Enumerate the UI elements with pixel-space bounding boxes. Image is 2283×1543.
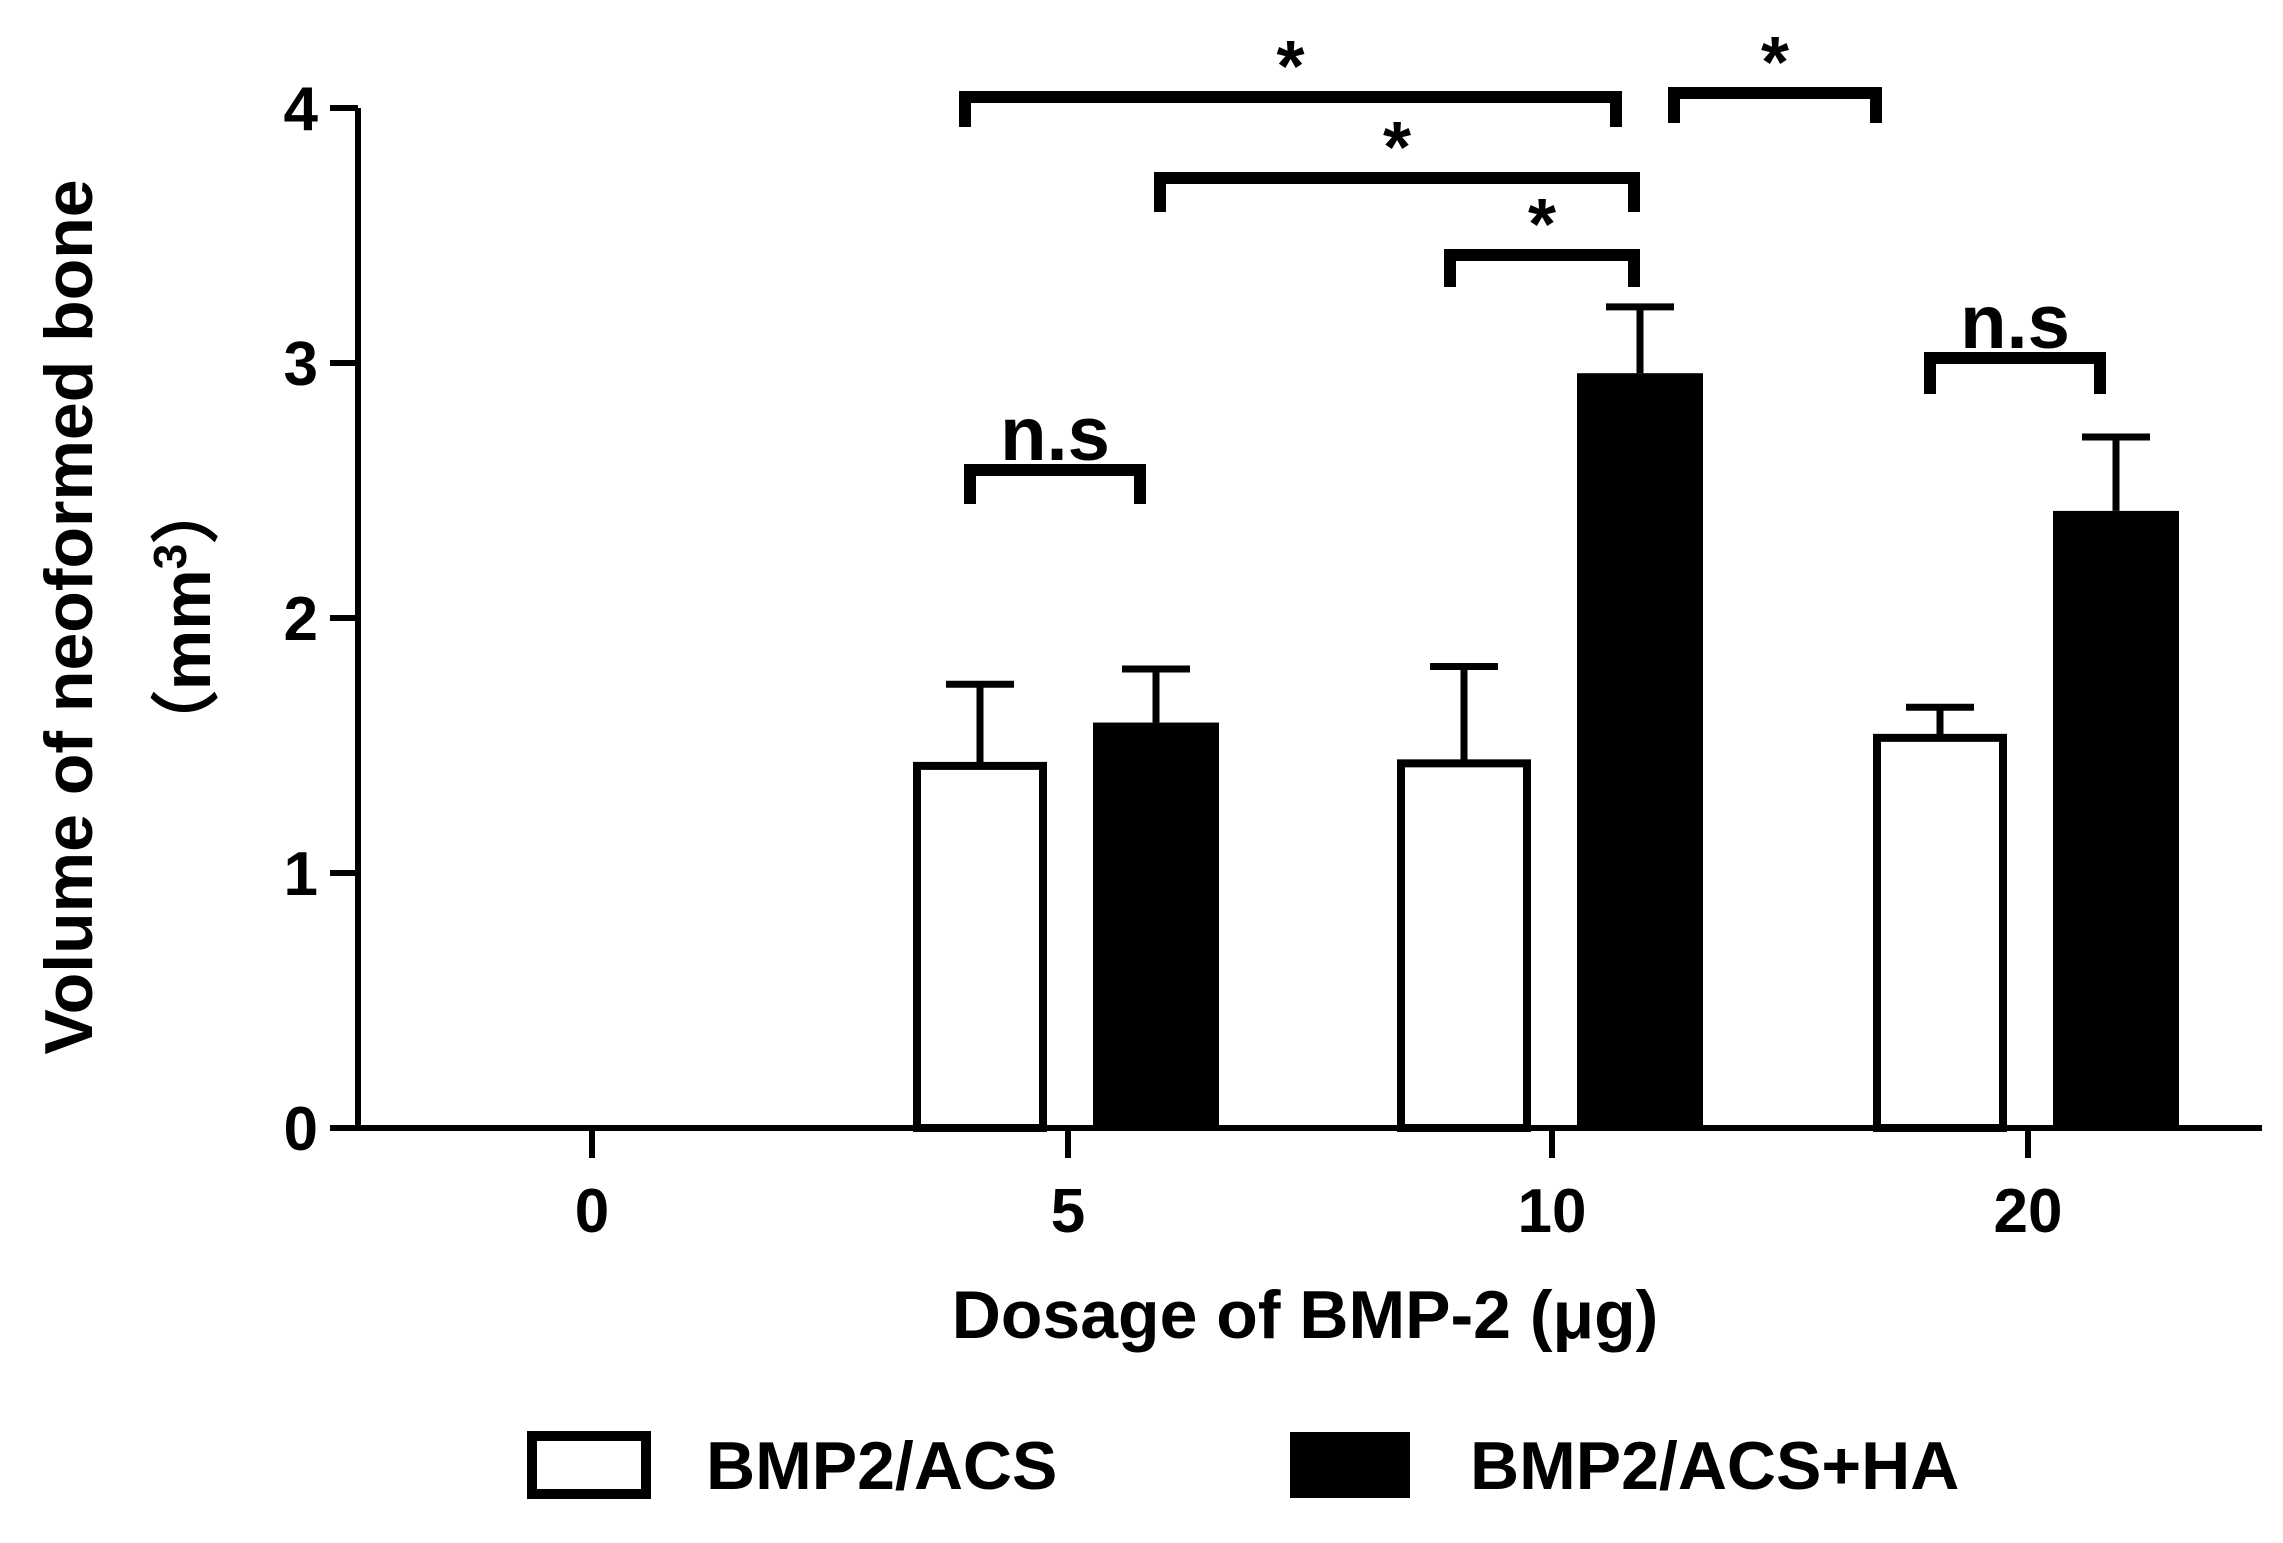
significance-star: * [1276,27,1304,107]
bar [1093,722,1219,1128]
bar [1873,733,2007,1132]
y-axis-unit-exponent: 3 [144,544,196,570]
legend-label-bmp2-acs: BMP2/ACS [706,1428,1057,1504]
significance-bracket [1154,172,1640,212]
significance-star: * [1383,108,1411,188]
x-axis-title: Dosage of BMP-2 (μg) [952,1277,1659,1353]
x-tick-label: 0 [575,1177,609,1246]
y-tick-label: 0 [284,1095,318,1164]
y-axis-title: Volume of neoformed bone [31,179,107,1054]
significance-bracket [1444,249,1640,287]
legend-swatch-bmp2-acs-ha [1290,1432,1410,1498]
bar [1397,759,1531,1132]
y-ticks: 0 1 2 3 4 [284,75,358,1164]
bar [913,761,1047,1133]
significance-star: * [1528,185,1556,265]
y-axis-unit-open: （mm [149,569,225,758]
x-tick-label: 20 [1994,1177,2063,1246]
y-tick-label: 2 [284,585,318,654]
significance-bracket [964,464,1146,504]
y-tick-label: 1 [284,840,318,909]
bar [1577,373,1703,1128]
legend-swatch-bmp2-acs [527,1431,651,1499]
legend: BMP2/ACS BMP2/ACS+HA [527,1428,1959,1504]
y-tick-label: 3 [284,330,318,399]
significance-bracket [1668,87,1882,123]
y-axis-unit-close: ） [149,476,225,544]
x-tick-label: 10 [1518,1177,1587,1246]
x-ticks: 0 5 10 20 [575,1128,2063,1246]
significance-brackets: * * * * n.s n.s [959,23,2106,504]
significance-ns-label: n.s [1960,280,2070,365]
significance-ns-label: n.s [1000,392,1110,477]
x-tick-label: 5 [1051,1177,1085,1246]
legend-label-bmp2-acs-ha: BMP2/ACS+HA [1470,1428,1959,1504]
y-axis-unit: （mm3） [144,476,225,759]
bars [913,303,2179,1133]
y-tick-label: 4 [284,75,319,144]
significance-bracket [959,91,1622,127]
significance-bracket [1924,352,2106,394]
significance-star: * [1761,23,1789,103]
bar [2053,510,2179,1128]
